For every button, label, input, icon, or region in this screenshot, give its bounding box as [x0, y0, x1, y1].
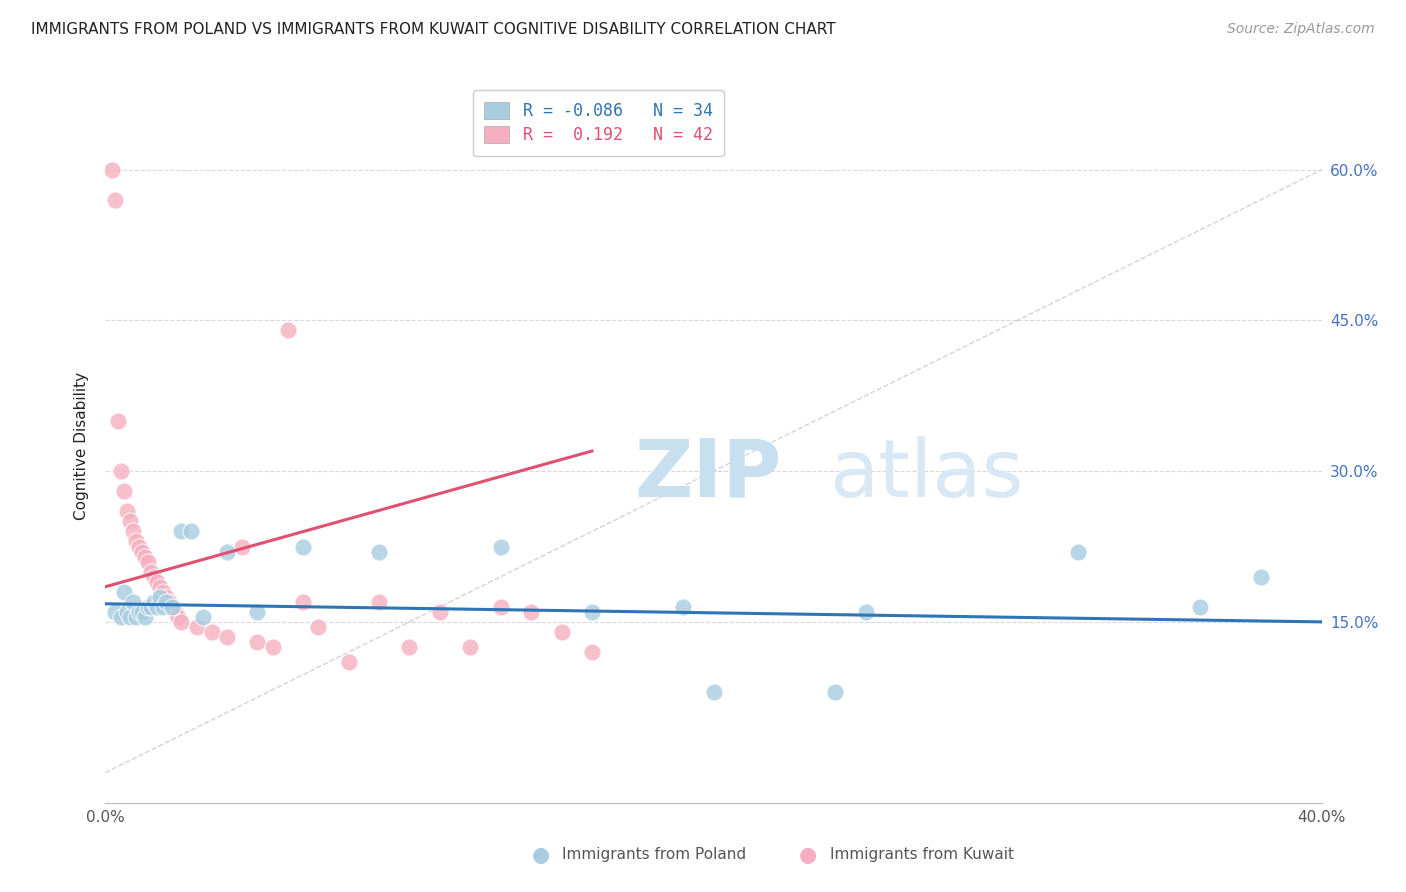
Point	[134, 610, 156, 624]
Point	[672, 599, 695, 614]
Point	[131, 544, 153, 558]
Point	[162, 599, 184, 614]
Point	[170, 524, 193, 539]
Legend: R = -0.086   N = 34, R =  0.192   N = 42: R = -0.086 N = 34, R = 0.192 N = 42	[472, 90, 724, 156]
Point	[368, 595, 391, 609]
Point	[143, 595, 166, 609]
Point	[136, 599, 159, 614]
Point	[855, 605, 877, 619]
Point	[107, 414, 129, 428]
Point	[1189, 599, 1212, 614]
Point	[246, 605, 269, 619]
Point	[398, 640, 420, 654]
Y-axis label: Cognitive Disability: Cognitive Disability	[75, 372, 90, 520]
Point	[180, 524, 202, 539]
Point	[277, 323, 299, 337]
Point	[125, 610, 148, 624]
Text: Immigrants from Kuwait: Immigrants from Kuwait	[830, 847, 1014, 862]
Point	[146, 574, 169, 589]
Point	[152, 599, 174, 614]
Point	[824, 685, 846, 699]
Point	[121, 524, 143, 539]
Point	[550, 624, 572, 639]
Point	[128, 605, 150, 619]
Point	[167, 610, 190, 624]
Point	[191, 610, 214, 624]
Point	[368, 544, 391, 558]
Text: ZIP: ZIP	[634, 435, 782, 514]
Point	[149, 590, 172, 604]
Point	[134, 549, 156, 564]
Text: Immigrants from Poland: Immigrants from Poland	[562, 847, 747, 862]
Point	[186, 620, 208, 634]
Point	[143, 569, 166, 583]
Point	[489, 599, 512, 614]
Point	[103, 605, 125, 619]
Point	[155, 595, 177, 609]
Point	[217, 630, 239, 644]
Point	[217, 544, 239, 558]
Point	[292, 540, 315, 554]
Point	[170, 615, 193, 629]
Point	[520, 605, 543, 619]
Point	[292, 595, 315, 609]
Point	[131, 605, 153, 619]
Point	[125, 534, 148, 549]
Point	[115, 605, 138, 619]
Point	[307, 620, 329, 634]
Text: IMMIGRANTS FROM POLAND VS IMMIGRANTS FROM KUWAIT COGNITIVE DISABILITY CORRELATIO: IMMIGRANTS FROM POLAND VS IMMIGRANTS FRO…	[31, 22, 835, 37]
Point	[118, 515, 141, 529]
Point	[103, 193, 125, 207]
Text: ●: ●	[800, 845, 817, 864]
Point	[1067, 544, 1090, 558]
Text: atlas: atlas	[830, 435, 1024, 514]
Point	[100, 162, 122, 177]
Point	[155, 590, 177, 604]
Point	[246, 635, 269, 649]
Point	[110, 610, 132, 624]
Point	[337, 655, 360, 669]
Point	[115, 504, 138, 518]
Point	[152, 584, 174, 599]
Point	[112, 584, 135, 599]
Point	[157, 595, 180, 609]
Point	[702, 685, 725, 699]
Point	[429, 605, 451, 619]
Point	[121, 595, 143, 609]
Point	[118, 610, 141, 624]
Text: ●: ●	[533, 845, 550, 864]
Point	[110, 464, 132, 478]
Point	[146, 599, 169, 614]
Point	[128, 540, 150, 554]
Point	[458, 640, 481, 654]
Point	[136, 555, 159, 569]
Point	[162, 599, 184, 614]
Point	[231, 540, 253, 554]
Point	[262, 640, 284, 654]
Point	[112, 484, 135, 499]
Point	[1250, 569, 1272, 583]
Point	[581, 645, 603, 659]
Point	[139, 599, 162, 614]
Text: Source: ZipAtlas.com: Source: ZipAtlas.com	[1227, 22, 1375, 37]
Point	[581, 605, 603, 619]
Point	[149, 580, 172, 594]
Point	[489, 540, 512, 554]
Point	[139, 565, 162, 579]
Point	[201, 624, 224, 639]
Point	[165, 605, 187, 619]
